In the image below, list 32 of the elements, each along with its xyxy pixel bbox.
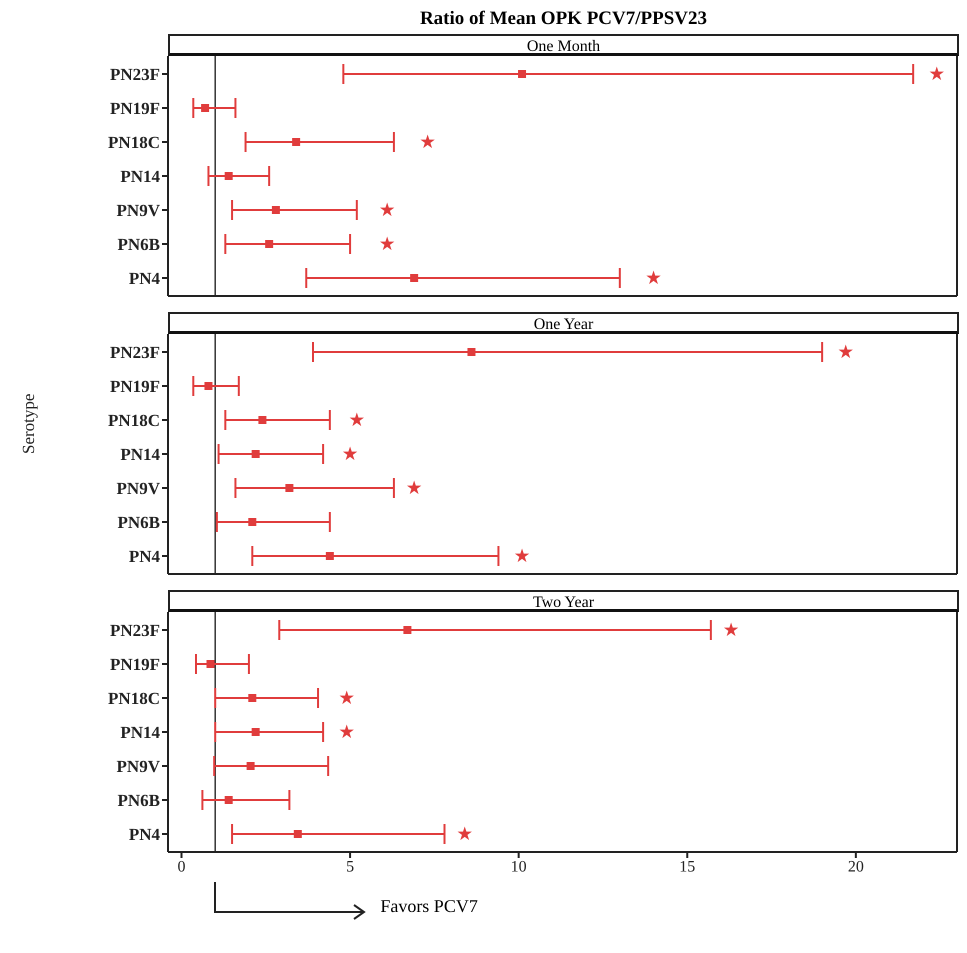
y-tick-label: PN4 — [128, 547, 160, 566]
y-tick-label: PN9V — [116, 201, 161, 220]
y-tick-label: PN14 — [120, 445, 160, 464]
y-tick-label: PN4 — [128, 825, 160, 844]
y-tick-label: PN18C — [108, 689, 160, 708]
y-tick-label: PN6B — [118, 235, 160, 254]
chart-subtitle: One Month — [168, 34, 959, 56]
y-tick-label: PN19F — [110, 99, 160, 118]
chart-title: Ratio of Mean OPK PCV7/PPSV23 — [418, 8, 708, 31]
x-tick-label: 10 — [510, 858, 527, 876]
y-tick-label: PN6B — [118, 513, 160, 532]
y-tick-label: PN23F — [110, 65, 160, 84]
y-tick-label: PN6B — [118, 791, 160, 810]
chart-subtitle: Two Year — [168, 590, 959, 612]
x-tick-label: 15 — [679, 858, 696, 876]
chart-subtitle: One Year — [168, 312, 959, 334]
y-axis-title: Serotype — [19, 394, 38, 454]
x-axis-title: Favors PCV7 — [380, 896, 478, 917]
y-tick-label: PN23F — [110, 621, 160, 640]
y-tick-label: PN23F — [110, 343, 160, 362]
y-tick-label: PN9V — [116, 757, 161, 776]
y-tick-label: PN19F — [110, 377, 160, 396]
y-tick-label: PN4 — [128, 269, 160, 288]
y-tick-label: PN14 — [120, 167, 160, 186]
y-tick-label: PN18C — [108, 133, 160, 152]
x-tick-label: 20 — [848, 858, 864, 876]
y-tick-label: PN14 — [120, 723, 160, 742]
x-tick-label: 5 — [346, 858, 354, 876]
x-tick-label: 0 — [177, 858, 186, 876]
y-tick-label: PN18C — [108, 411, 160, 430]
y-tick-label: PN19F — [110, 655, 160, 674]
y-tick-label: PN9V — [116, 479, 161, 498]
